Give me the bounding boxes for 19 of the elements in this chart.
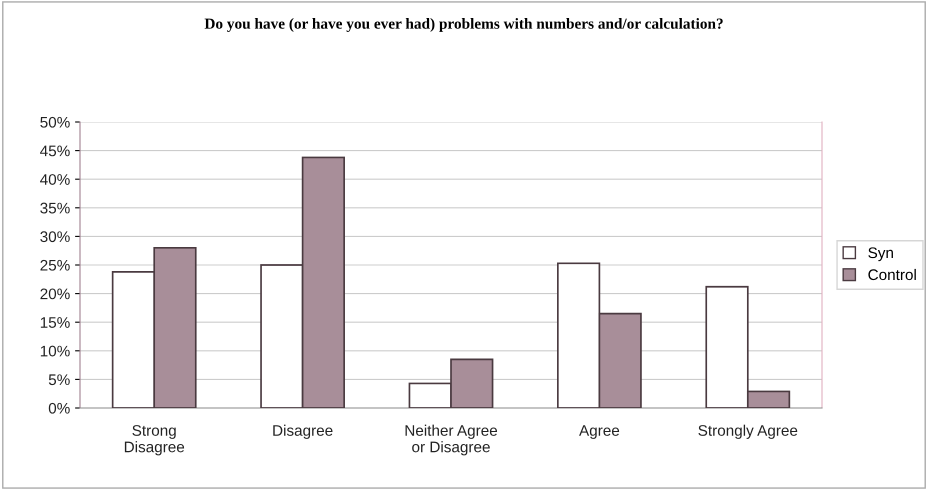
y-tick-label: 20%: [40, 288, 70, 300]
y-tick-label: 0%: [48, 402, 70, 414]
y-tick-label: 30%: [40, 231, 70, 242]
x-tick-label: Disagree: [273, 424, 332, 439]
y-tick-label: 15%: [40, 317, 70, 328]
x-tick-label: Neither Agree or Disagree: [406, 424, 498, 456]
x-tick-label: Agree: [579, 425, 620, 439]
y-tick-label: 35%: [40, 202, 70, 214]
y-tick-label: 5%: [48, 374, 70, 386]
y-tick-label: 40%: [40, 174, 70, 185]
legend-label: Syn: [868, 247, 893, 262]
x-tick-label: Strong Disagree: [124, 425, 184, 456]
y-tick-label: 25%: [40, 260, 70, 271]
y-tick-label: 50%: [40, 116, 70, 128]
x-tick-label: Strongly Agree: [698, 424, 798, 439]
y-tick-label: 45%: [40, 146, 70, 156]
legend-label: Control: [868, 268, 916, 280]
chart-title: Do you have (or have you ever had) problems with numbers and/or calculation?: [204, 18, 723, 32]
y-tick-label: 10%: [40, 346, 70, 356]
